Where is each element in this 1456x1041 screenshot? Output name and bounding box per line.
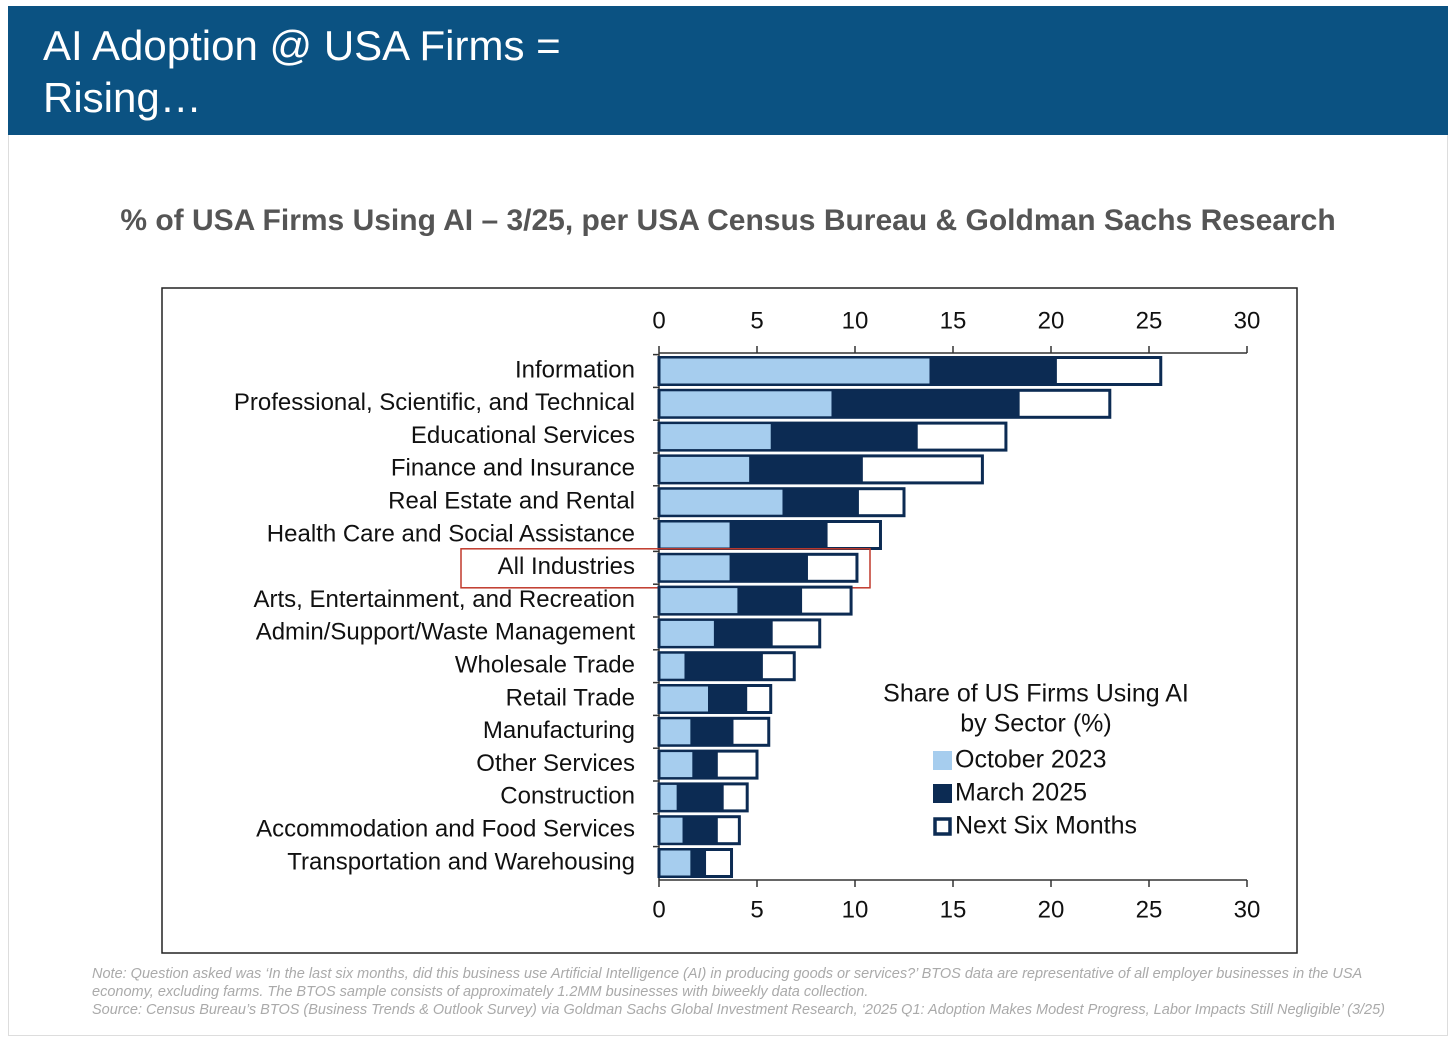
bar-october [660, 620, 714, 646]
category-label: All Industries [498, 553, 635, 580]
category-label: Arts, Entertainment, and Recreation [253, 586, 635, 613]
chart-title: % of USA Firms Using AI – 3/25, per USA … [120, 204, 1336, 237]
x-tick-label: 25 [1136, 896, 1163, 923]
category-label: Other Services [476, 750, 635, 777]
category-label: Professional, Scientific, and Technical [234, 389, 635, 416]
legend-title: by Sector (%) [960, 710, 1111, 738]
bar-october [660, 358, 930, 384]
bar-october [660, 555, 730, 581]
bar-october [660, 588, 738, 614]
legend-swatch [933, 751, 952, 770]
bar-october [660, 522, 730, 548]
category-label: Admin/Support/Waste Management [256, 619, 636, 646]
x-tick-label: 10 [842, 896, 869, 923]
category-label: Manufacturing [483, 717, 635, 744]
x-tick-label: 25 [1136, 307, 1163, 334]
bar-october [660, 784, 677, 810]
x-tick-label: 10 [842, 307, 869, 334]
bar-october [660, 489, 783, 515]
category-label: Finance and Insurance [391, 455, 635, 482]
bar-october [660, 817, 683, 843]
x-tick-label: 5 [750, 896, 763, 923]
legend-label: March 2025 [955, 779, 1087, 807]
note: Note: Question asked was ‘In the last si… [92, 966, 1362, 1000]
x-tick-label: 0 [652, 307, 665, 334]
header: AI Adoption @ USA Firms = Rising… [8, 6, 1448, 135]
x-tick-label: 30 [1234, 896, 1261, 923]
x-tick-label: 15 [940, 307, 967, 334]
category-label: Accommodation and Food Services [256, 816, 635, 843]
category-label: Real Estate and Rental [388, 488, 635, 515]
legend-label: October 2023 [955, 746, 1107, 774]
legend-label: Next Six Months [955, 812, 1137, 840]
legend-title: Share of US Firms Using AI [883, 680, 1189, 708]
x-tick-label: 20 [1038, 896, 1065, 923]
bar-october [660, 391, 832, 417]
category-label: Transportation and Warehousing [287, 848, 635, 875]
x-tick-label: 0 [652, 896, 665, 923]
x-tick-label: 20 [1038, 307, 1065, 334]
header-title: AI Adoption @ USA Firms = Rising… [43, 22, 561, 121]
legend-swatch [933, 817, 952, 836]
bar-october [660, 456, 750, 482]
category-label: Educational Services [411, 422, 635, 449]
bar-october [660, 850, 691, 876]
source: Source: Census Bureau’s BTOS (Business T… [92, 1002, 1385, 1018]
x-tick-label: 15 [940, 896, 967, 923]
category-label: Construction [500, 783, 635, 810]
category-label: Retail Trade [506, 684, 635, 711]
bar-october [660, 424, 771, 450]
bar-october [660, 752, 693, 778]
category-label: Information [515, 356, 635, 383]
legend-swatch [933, 784, 952, 803]
bar-october [660, 686, 708, 712]
chart-frame [161, 287, 1298, 954]
bar-october [660, 653, 685, 679]
x-tick-label: 30 [1234, 307, 1261, 334]
category-label: Health Care and Social Assistance [267, 520, 635, 547]
bar-october [660, 719, 691, 745]
category-label: Wholesale Trade [455, 652, 635, 679]
x-tick-label: 5 [750, 307, 763, 334]
